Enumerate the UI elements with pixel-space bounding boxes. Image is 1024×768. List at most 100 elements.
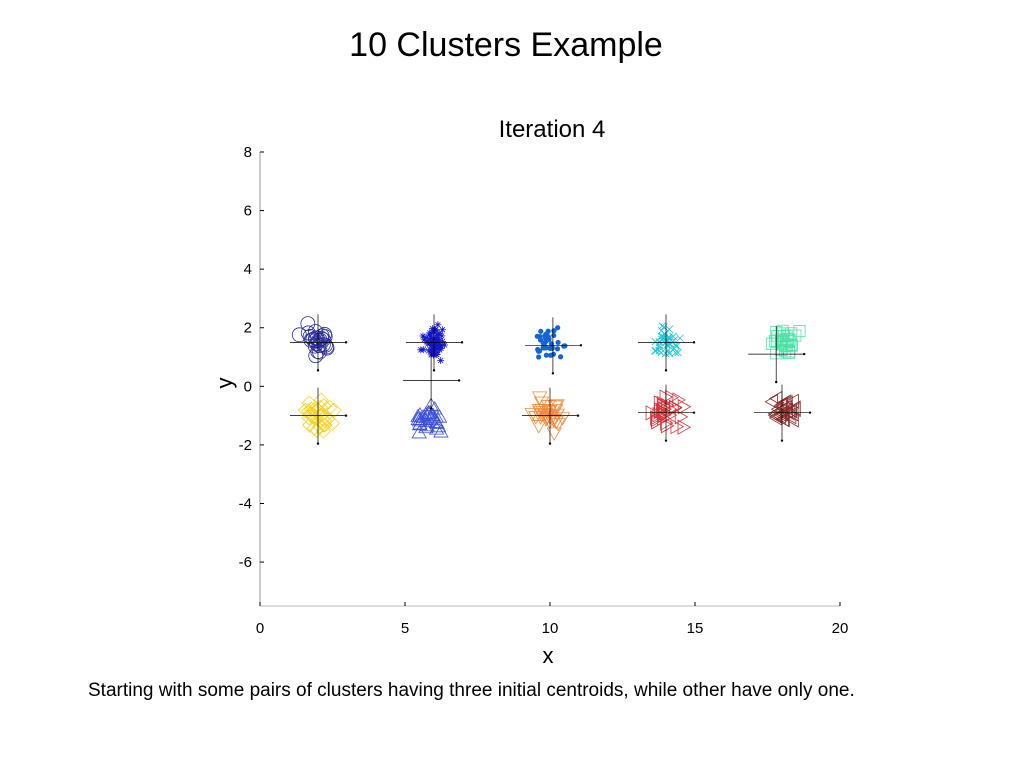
data-point: [781, 339, 794, 352]
centroids: [290, 314, 812, 445]
data-point: [435, 330, 443, 338]
data-point: [308, 330, 323, 346]
y-tick-label: -4: [239, 495, 252, 512]
data-point: [410, 408, 426, 423]
y-tick-label: 4: [244, 261, 252, 278]
data-point: [672, 392, 686, 408]
data-point: [531, 404, 548, 418]
data-point: [315, 417, 332, 433]
data-point: [661, 418, 675, 434]
data-point: [412, 407, 428, 421]
data-point: [301, 403, 317, 419]
centroid-marker: [548, 442, 552, 445]
data-point: [663, 341, 671, 350]
data-point: [537, 348, 543, 354]
x-tick-label: 10: [542, 620, 559, 637]
data-point: [541, 345, 547, 351]
data-point: [538, 328, 544, 334]
centroid-marker: [780, 439, 784, 442]
data-point: [433, 345, 441, 353]
data-point: [300, 316, 316, 332]
data-point: [676, 334, 684, 342]
data-point: [764, 394, 779, 410]
y-tick-label: 8: [244, 144, 252, 161]
y-tick-label: -6: [239, 554, 252, 571]
data-point: [437, 344, 445, 352]
centroid-marker: [344, 414, 348, 417]
data-point: [428, 414, 445, 428]
data-point: [543, 352, 549, 358]
data-point: [776, 327, 789, 340]
data-point: [555, 339, 561, 346]
data-point: [306, 420, 322, 436]
data-point: [417, 346, 425, 354]
data-point: [430, 326, 438, 334]
data-point: [665, 325, 674, 334]
data-point: [549, 344, 555, 350]
data-point: [660, 397, 675, 414]
data-point: [542, 340, 548, 346]
data-point: [301, 395, 317, 411]
data-point: [782, 346, 795, 359]
data-point: [315, 423, 332, 439]
centroid-marker: [551, 372, 555, 375]
data-point: [557, 354, 564, 360]
data-point: [657, 332, 665, 341]
data-point: [428, 335, 436, 343]
data-point: [651, 346, 659, 355]
data-point: [424, 340, 432, 348]
data-point: [308, 324, 323, 339]
centroid-marker: [808, 411, 812, 414]
y-tick-label: 6: [244, 203, 252, 220]
centroid-marker: [316, 369, 320, 372]
data-point: [656, 395, 671, 412]
data-point: [536, 354, 542, 360]
data-point: [531, 391, 548, 405]
centroid-marker: [429, 407, 433, 410]
data-point: [429, 342, 437, 350]
data-point: [658, 322, 667, 330]
data-point: [654, 403, 668, 420]
data-point: [438, 326, 446, 334]
data-point: [671, 348, 680, 357]
data-point: [776, 324, 789, 337]
data-point: [674, 409, 689, 425]
data-point: [767, 407, 782, 423]
data-point: [432, 346, 440, 354]
data-point: [429, 328, 437, 336]
data-point: [677, 399, 692, 415]
data-point: [545, 334, 551, 340]
data-point: [546, 427, 562, 441]
data-point: [541, 415, 558, 430]
data-point: [433, 423, 449, 438]
data-point: [428, 421, 445, 435]
data-point: [432, 350, 440, 358]
x-axis-label: x: [543, 643, 554, 668]
axes: 0 5 10 15 20 -6 -4 -2 0 2 4 6 8: [239, 144, 849, 637]
data-point: [773, 406, 787, 423]
data-point: [534, 333, 540, 339]
data-point: [554, 346, 561, 352]
data-point: [551, 332, 557, 339]
data-point: [651, 414, 665, 430]
data-point: [660, 415, 674, 431]
centroid-marker: [344, 341, 348, 344]
data-point: [652, 347, 660, 355]
data-point: [551, 328, 557, 334]
centroid-marker: [432, 369, 436, 372]
data-point: [550, 351, 557, 357]
centroid-marker: [460, 341, 464, 344]
centroid-marker: [692, 341, 696, 344]
data-point: [313, 392, 329, 408]
data-point: [437, 357, 445, 364]
slide-title: 10 Clusters Example: [349, 26, 663, 64]
data-point: [554, 412, 571, 426]
data-point: [422, 410, 439, 425]
data-point: [555, 325, 561, 331]
centroid-marker: [316, 442, 320, 445]
y-axis-label: y: [212, 378, 237, 389]
centroid-marker: [457, 379, 461, 382]
data-point: [780, 329, 793, 342]
data-point: [652, 407, 667, 423]
